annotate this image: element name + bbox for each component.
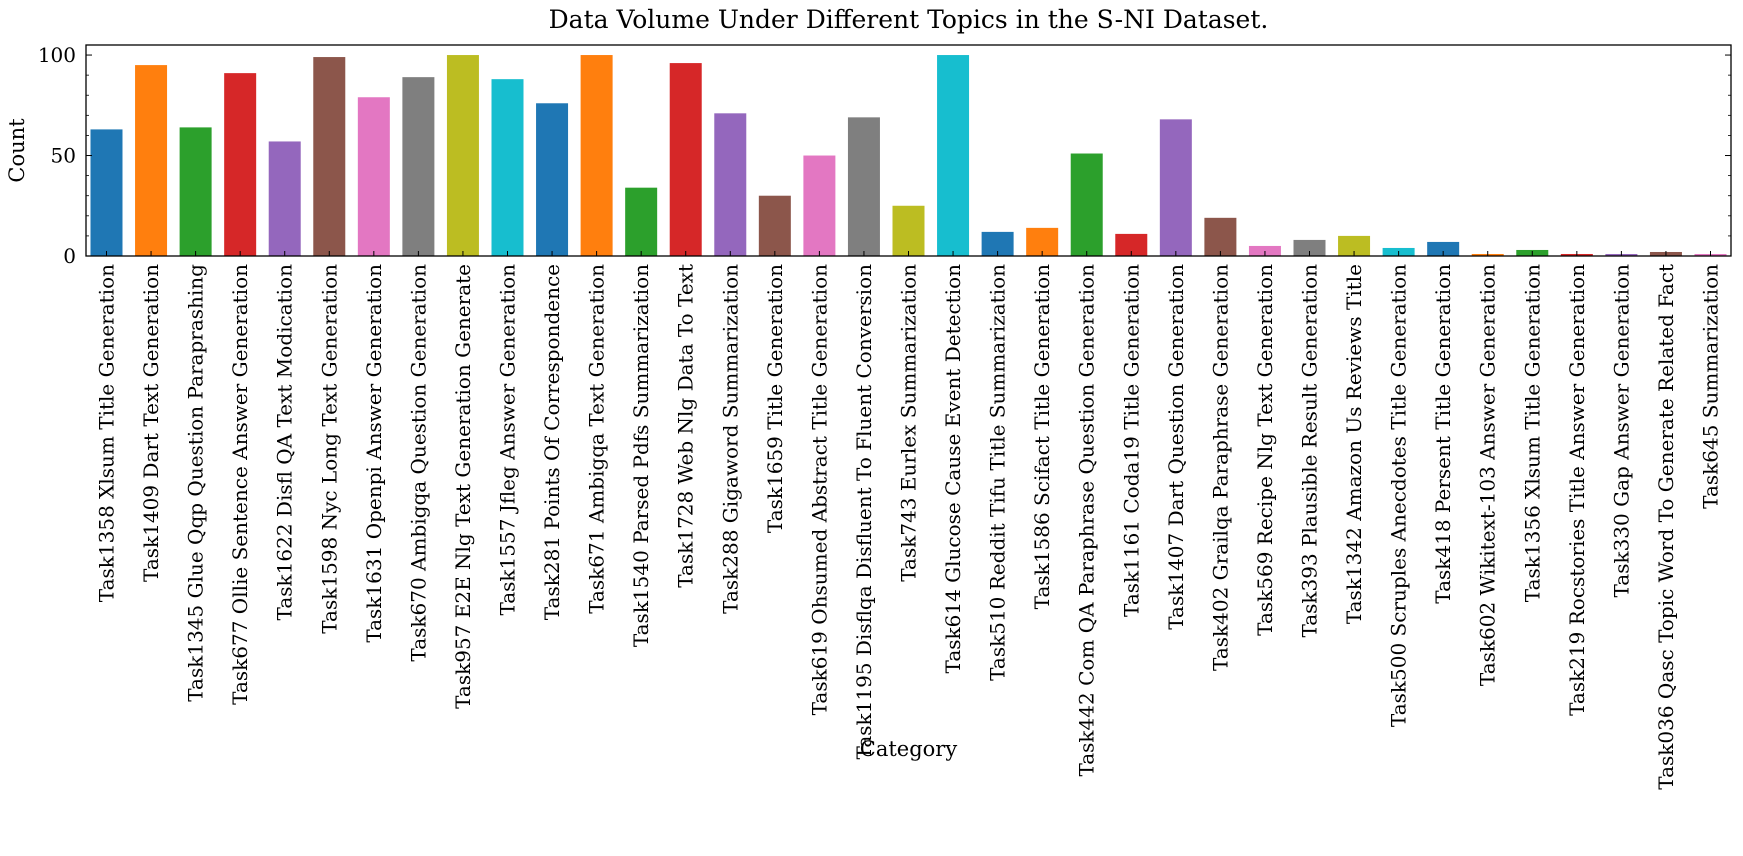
y-axis-ticks: 0 50 100 (38, 43, 1731, 268)
x-tick-label: Task1345 Glue Qqp Question Paraprashing (184, 264, 208, 702)
x-tick-label: Task219 Rocstories Title Answer Generati… (1565, 264, 1589, 716)
x-tick-label: Task743 Eurlex Summarization (897, 264, 921, 582)
x-tick-label: Task619 Ohsumed Abstract Title Generatio… (807, 264, 831, 715)
bar-2 (135, 65, 168, 256)
bar-11 (536, 103, 569, 257)
bar-23 (1070, 153, 1103, 256)
x-tick-label: Task677 Ollie Sentence Answer Generation (228, 264, 252, 705)
x-tick-label: Task1622 Disfl QA Text Modication (273, 264, 297, 621)
y-tick-label: 100 (38, 43, 76, 67)
y-tick-label: 0 (63, 244, 76, 268)
x-tick-label: Task330 Gap Answer Generation (1609, 264, 1633, 598)
x-tick-label: Task1728 Web Nlg Data To Text (674, 264, 698, 588)
x-tick-label: Task1598 Nyc Long Text Generation (317, 264, 341, 634)
x-tick-label: Task418 Persent Title Generation (1431, 264, 1455, 604)
x-tick-label: Task281 Points Of Correspondence (540, 264, 564, 620)
bar-24 (1115, 233, 1148, 256)
x-tick-label: Task1586 Scifact Title Generation (1030, 264, 1054, 609)
bar-18 (847, 117, 880, 256)
x-tick-label: Task1540 Parsed Pdfs Summarization (629, 264, 653, 647)
x-tick-label: Task1358 Xlsum Title Generation (95, 264, 119, 602)
bar-1 (90, 129, 123, 256)
bar-20 (937, 55, 970, 256)
x-tick-label: Task670 Ambigqa Question Generation (406, 264, 430, 662)
bar-25 (1159, 119, 1192, 256)
x-tick-label: Task602 Wikitext-103 Answer Generation (1476, 264, 1500, 686)
bar-14 (669, 63, 702, 257)
x-tick-label: Task1356 Xlsum Title Generation (1520, 264, 1544, 602)
x-tick-label: Task288 Gigaword Summarization (718, 264, 742, 614)
bar-16 (758, 195, 791, 256)
x-tick-label: Task645 Summarization (1699, 264, 1723, 509)
x-tick-label: Task500 Scruples Anecdotes Title Generat… (1387, 264, 1411, 727)
plot-frame (85, 44, 1732, 257)
y-axis-label: Count (5, 118, 29, 183)
bar-28 (1293, 239, 1326, 256)
bar-27 (1248, 245, 1281, 256)
bar-6 (313, 57, 346, 256)
bar-7 (357, 97, 390, 256)
x-tick-label: Task1409 Dart Text Generation (139, 264, 163, 582)
bars-group (90, 55, 1727, 257)
bar-5 (268, 141, 301, 256)
bar-29 (1338, 235, 1371, 256)
y-tick-label: 50 (51, 144, 76, 168)
x-tick-label: Task1659 Title Generation (763, 264, 787, 533)
bar-26 (1204, 217, 1237, 256)
x-tick-label: Task510 Reddit Tifu Title Summarization (986, 264, 1010, 681)
x-tick-label: Task442 Com QA Paraphrase Question Gener… (1075, 264, 1099, 777)
x-tick-label: Task1557 Jfleg Answer Generation (496, 264, 520, 616)
bar-3 (179, 127, 212, 256)
x-tick-label: Task957 E2E Nlg Text Generation Generate (451, 264, 475, 709)
x-tick-label: Task671 Ambigqa Text Generation (585, 264, 609, 614)
x-tick-label: Task1631 Openpi Answer Generation (362, 264, 386, 643)
x-tick-label: Task1342 Amazon Us Reviews Title (1342, 264, 1366, 624)
x-axis-ticks: Task1358 Xlsum Title Generation Task1409 … (95, 251, 1723, 790)
x-tick-label: Task036 Qasc Topic Word To Generate Rela… (1654, 264, 1678, 790)
bar-9 (446, 55, 479, 256)
bar-31 (1427, 241, 1460, 256)
x-tick-label: Task569 Recipe Nlg Text Generation (1253, 264, 1277, 636)
x-tick-label: Task614 Glucose Cause Event Detection (941, 264, 965, 674)
bar-17 (803, 155, 836, 256)
bar-19 (892, 205, 925, 256)
x-axis-label: Category (860, 737, 958, 761)
x-tick-label: Task1195 Disflqa Disfluent To Fluent Con… (852, 264, 876, 760)
bar-4 (224, 73, 257, 256)
x-tick-label: Task393 Plausible Result Generation (1298, 264, 1322, 638)
bar-10 (491, 79, 524, 257)
chart-title: Data Volume Under Different Topics in th… (549, 5, 1269, 34)
x-tick-label: Task402 Grailqa Paraphrase Generation (1208, 264, 1232, 671)
bar-15 (714, 113, 747, 256)
bar-12 (580, 55, 613, 256)
x-tick-label: Task1407 Dart Question Generation (1164, 264, 1188, 630)
x-tick-label: Task1161 Coda19 Title Generation (1119, 264, 1143, 617)
bar-8 (402, 77, 435, 257)
bar-13 (625, 187, 658, 256)
